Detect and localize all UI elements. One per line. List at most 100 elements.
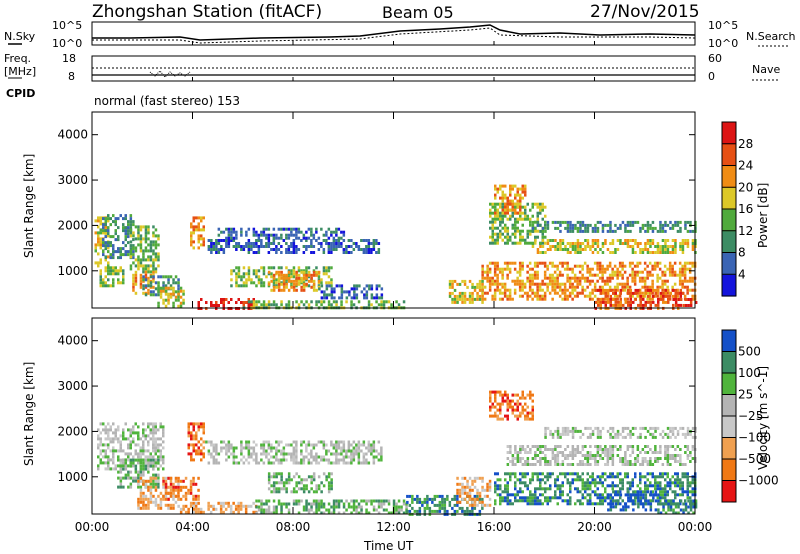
heatmap-cell — [317, 440, 321, 444]
heatmap-cell — [99, 261, 102, 265]
heatmap-cell — [292, 266, 296, 270]
heatmap-cell — [609, 445, 612, 448]
heatmap-cell — [244, 507, 248, 511]
heatmap-cell — [521, 496, 524, 500]
heatmap-cell — [149, 264, 153, 268]
heatmap-cell — [473, 285, 477, 289]
heatmap-cell — [392, 508, 396, 512]
heatmap-cell — [337, 461, 341, 465]
heatmap-cell — [129, 443, 132, 447]
heatmap-cell — [152, 467, 155, 471]
heatmap-cell — [561, 432, 565, 436]
heatmap-cell — [330, 487, 333, 491]
heatmap-cell — [149, 452, 152, 456]
heatmap-cell — [539, 463, 542, 466]
heatmap-cell — [392, 502, 396, 506]
heatmap-cell — [456, 491, 459, 495]
heatmap-cell — [192, 446, 195, 450]
heatmap-cell — [182, 292, 185, 296]
heatmap-cell — [332, 300, 336, 304]
heatmap-cell — [342, 443, 346, 447]
heatmap-cell — [526, 393, 529, 397]
heatmap-cell — [593, 273, 597, 277]
heatmap-cell — [287, 236, 291, 240]
heatmap-cell — [292, 449, 296, 453]
heatmap-cell — [478, 500, 482, 504]
heatmap-cell — [297, 481, 301, 485]
heatmap-cell — [320, 300, 323, 304]
heatmap-cell — [159, 503, 163, 507]
heatmap-cell — [624, 229, 627, 233]
heatmap-cell — [260, 505, 263, 509]
heatmap-cell — [179, 295, 183, 299]
heatmap-cell — [169, 506, 173, 510]
heatmap-cell — [132, 288, 135, 292]
heatmap-cell — [448, 291, 452, 295]
heatmap-cell — [614, 288, 617, 292]
heatmap-cell — [134, 225, 138, 229]
heatmap-cell — [149, 464, 153, 468]
heatmap-cell — [282, 455, 286, 459]
heatmap-cell — [661, 239, 665, 242]
heatmap-cell — [566, 454, 570, 457]
heatmap-cell — [659, 251, 662, 254]
heatmap-cell — [644, 291, 647, 295]
heatmap-cell — [581, 285, 584, 289]
heatmap-cell — [494, 220, 497, 224]
heatmap-cell — [169, 494, 173, 498]
heatmap-cell — [172, 491, 175, 495]
heatmap-cell — [149, 431, 152, 435]
heatmap-cell — [621, 463, 625, 466]
heatmap-cell — [142, 506, 145, 510]
heatmap-cell — [327, 461, 331, 465]
heatmap-cell — [167, 485, 170, 489]
heatmap-cell — [104, 269, 107, 273]
heatmap-cell — [521, 405, 524, 409]
heatmap-cell — [330, 478, 333, 482]
heatmap-cell — [626, 481, 629, 485]
heatmap-cell — [164, 494, 168, 498]
heatmap-cell — [192, 225, 195, 229]
heatmap-cell — [139, 285, 143, 289]
heatmap-cell — [536, 502, 539, 506]
heatmap-cell — [114, 269, 117, 273]
heatmap-cell — [237, 501, 240, 505]
heatmap-cell — [127, 470, 130, 474]
heatmap-cell — [641, 270, 644, 274]
heatmap-cell — [367, 443, 371, 447]
heatmap-cell — [531, 282, 534, 286]
heatmap-cell — [499, 405, 502, 409]
heatmap-cell — [265, 242, 268, 245]
heatmap-cell — [102, 443, 105, 447]
heatmap-cell — [594, 460, 597, 463]
heatmap-cell — [305, 487, 308, 491]
heatmap-cell — [162, 281, 165, 285]
heatmap-cell — [127, 250, 130, 254]
heatmap-cell — [589, 457, 592, 460]
heatmap-cell — [144, 240, 148, 244]
heatmap-cell — [107, 246, 110, 250]
heatmap-cell — [569, 251, 572, 254]
heatmap-cell — [312, 475, 316, 479]
heatmap-cell — [360, 511, 363, 515]
heatmap-cell — [342, 230, 346, 234]
heatmap-cell — [551, 239, 555, 242]
heatmap-cell — [602, 297, 605, 301]
heatmap-cell — [202, 216, 205, 220]
heatmap-cell — [272, 472, 276, 476]
heatmap-cell — [456, 494, 459, 498]
heatmap-cell — [237, 461, 241, 465]
heatmap-cell — [519, 411, 522, 415]
heatmap-cell — [598, 285, 602, 289]
heatmap-cell — [159, 455, 162, 459]
heatmap-cell — [514, 499, 517, 503]
heatmap-cell — [337, 443, 341, 447]
heatmap-cell — [531, 405, 534, 409]
heatmap-cell — [220, 449, 223, 453]
heatmap-cell — [142, 494, 145, 498]
heatmap-cell — [478, 476, 482, 480]
heatmap-cell — [516, 282, 519, 286]
heatmap-cell — [448, 285, 452, 289]
heatmap-cell — [357, 511, 361, 515]
heatmap-cell — [574, 429, 577, 433]
